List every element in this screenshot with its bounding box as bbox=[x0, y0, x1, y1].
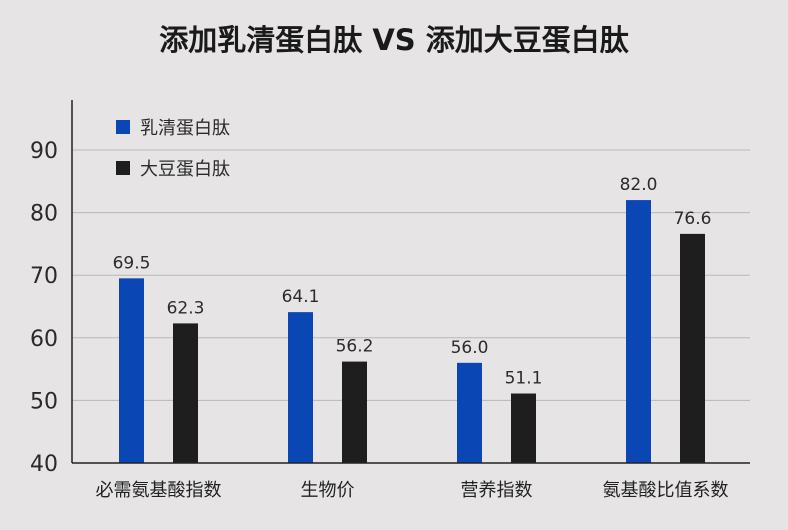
y-tick-label-60: 60 bbox=[30, 327, 58, 352]
value-label-whey-0: 69.5 bbox=[113, 253, 151, 273]
value-label-whey-2: 56.0 bbox=[451, 338, 489, 358]
y-tick-label-80: 80 bbox=[30, 202, 58, 227]
value-label-whey-1: 64.1 bbox=[282, 287, 320, 307]
x-axis: 必需氨基酸指数 生物价 营养指数 氨基酸比值系数 bbox=[72, 462, 750, 501]
legend-swatch-1 bbox=[116, 161, 130, 175]
bar-soy-2 bbox=[511, 393, 536, 463]
bar-soy-3 bbox=[680, 233, 705, 463]
value-label-soy-3: 76.6 bbox=[674, 209, 712, 229]
legend-label-1: 大豆蛋白肽 bbox=[140, 159, 230, 180]
y-tick-label-40: 40 bbox=[30, 452, 58, 477]
bar-whey-3 bbox=[626, 200, 651, 463]
bar-whey-2 bbox=[457, 362, 482, 463]
x-category-label-1: 生物价 bbox=[301, 480, 355, 501]
legend-swatch-0 bbox=[116, 120, 130, 134]
value-label-soy-2: 51.1 bbox=[505, 369, 543, 389]
y-tick-label-70: 70 bbox=[30, 264, 58, 289]
value-label-soy-0: 62.3 bbox=[167, 298, 205, 318]
value-labels: 69.5 62.3 64.1 56.2 56.0 51.1 82.0 76.6 bbox=[113, 175, 712, 388]
x-category-label-3: 氨基酸比值系数 bbox=[603, 480, 729, 501]
bars bbox=[119, 200, 705, 463]
bar-soy-1 bbox=[342, 361, 367, 463]
y-axis: 40 50 60 70 80 90 bbox=[30, 100, 73, 477]
x-category-label-0: 必需氨基酸指数 bbox=[96, 480, 222, 501]
legend-label-0: 乳清蛋白肽 bbox=[140, 118, 230, 139]
value-label-soy-1: 56.2 bbox=[336, 337, 374, 357]
y-tick-label-90: 90 bbox=[30, 139, 58, 164]
bar-whey-0 bbox=[119, 278, 144, 463]
value-label-whey-3: 82.0 bbox=[620, 175, 658, 195]
chart-title: 添加乳清蛋白肽 VS 添加大豆蛋白肽 bbox=[159, 23, 630, 57]
bar-whey-1 bbox=[288, 312, 313, 463]
x-category-label-2: 营养指数 bbox=[461, 480, 533, 501]
y-tick-label-50: 50 bbox=[30, 389, 58, 414]
bar-soy-0 bbox=[173, 323, 198, 463]
